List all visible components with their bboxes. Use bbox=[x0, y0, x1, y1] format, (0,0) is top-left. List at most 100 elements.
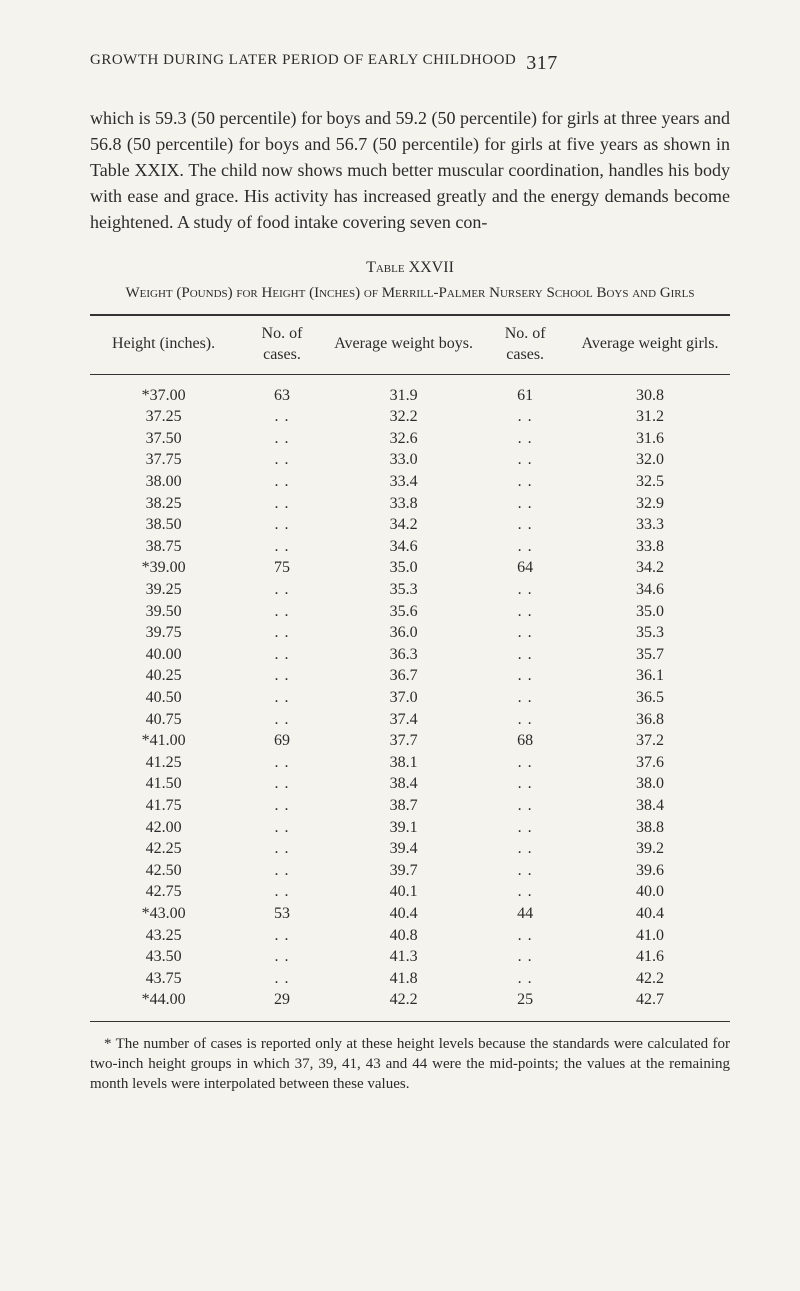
table-row: 43.75. .41.8. .42.2 bbox=[90, 968, 730, 990]
table-cell: 33.0 bbox=[327, 449, 481, 471]
table-row: 42.50. .39.7. .39.6 bbox=[90, 860, 730, 882]
body-paragraph: which is 59.3 (50 percentile) for boys a… bbox=[90, 105, 730, 235]
table-cell: . . bbox=[480, 493, 570, 515]
table-cell: . . bbox=[237, 752, 327, 774]
table-cell: 37.6 bbox=[570, 752, 730, 774]
table-cell: 40.50 bbox=[90, 687, 237, 709]
table-cell: 42.75 bbox=[90, 881, 237, 903]
table-cell: 38.25 bbox=[90, 493, 237, 515]
table-cell: 35.3 bbox=[570, 622, 730, 644]
table-cell: . . bbox=[480, 428, 570, 450]
table-cell: 35.6 bbox=[327, 601, 481, 623]
table-cell: *39.00 bbox=[90, 557, 237, 579]
table-cell: 38.50 bbox=[90, 514, 237, 536]
table-cell: 39.75 bbox=[90, 622, 237, 644]
table-cell: . . bbox=[237, 665, 327, 687]
table-cell: 34.2 bbox=[327, 514, 481, 536]
table-cell: 41.50 bbox=[90, 773, 237, 795]
table-cell: 32.9 bbox=[570, 493, 730, 515]
table-cell: 33.4 bbox=[327, 471, 481, 493]
table-cell: 40.0 bbox=[570, 881, 730, 903]
table-cell: . . bbox=[237, 881, 327, 903]
table-cell: . . bbox=[237, 471, 327, 493]
table-cell: 38.75 bbox=[90, 536, 237, 558]
table-cell: . . bbox=[480, 817, 570, 839]
table-row: *39.007535.06434.2 bbox=[90, 557, 730, 579]
table-cell: 31.2 bbox=[570, 406, 730, 428]
table-cell: . . bbox=[480, 860, 570, 882]
table-cell: . . bbox=[237, 601, 327, 623]
table-cell: . . bbox=[237, 514, 327, 536]
col-header-avg-weight-girls: Average weight girls. bbox=[570, 315, 730, 374]
table-cell: 42.25 bbox=[90, 838, 237, 860]
table-cell: 38.00 bbox=[90, 471, 237, 493]
table-cell: 36.5 bbox=[570, 687, 730, 709]
table-cell: 34.6 bbox=[327, 536, 481, 558]
table-cell: . . bbox=[237, 860, 327, 882]
table-cell: 37.50 bbox=[90, 428, 237, 450]
running-header: GROWTH DURING LATER PERIOD OF EARLY CHIL… bbox=[90, 50, 730, 77]
table-cell: 41.3 bbox=[327, 946, 481, 968]
table-cell: 37.75 bbox=[90, 449, 237, 471]
table-cell: 35.7 bbox=[570, 644, 730, 666]
table-cell: . . bbox=[237, 817, 327, 839]
table-cell: . . bbox=[480, 579, 570, 601]
table-cell: 40.75 bbox=[90, 709, 237, 731]
table-cell: . . bbox=[480, 881, 570, 903]
table-cell: *37.00 bbox=[90, 374, 237, 406]
table-cell: 63 bbox=[237, 374, 327, 406]
table-row: 37.75. .33.0. .32.0 bbox=[90, 449, 730, 471]
table-row: 41.50. .38.4. .38.0 bbox=[90, 773, 730, 795]
table-cell: . . bbox=[480, 752, 570, 774]
col-header-no-cases-girls: No. of cases. bbox=[480, 315, 570, 374]
table-cell: 29 bbox=[237, 989, 327, 1021]
table-cell: *43.00 bbox=[90, 903, 237, 925]
table-cell: 61 bbox=[480, 374, 570, 406]
table-cell: 34.2 bbox=[570, 557, 730, 579]
table-cell: 37.4 bbox=[327, 709, 481, 731]
table-row: 41.25. .38.1. .37.6 bbox=[90, 752, 730, 774]
table-cell: . . bbox=[480, 665, 570, 687]
table-cell: 34.6 bbox=[570, 579, 730, 601]
table-cell: . . bbox=[237, 795, 327, 817]
table-cell: 31.6 bbox=[570, 428, 730, 450]
table-cell: . . bbox=[237, 493, 327, 515]
table-row: *41.006937.76837.2 bbox=[90, 730, 730, 752]
table-cell: 43.75 bbox=[90, 968, 237, 990]
table-cell: 43.25 bbox=[90, 925, 237, 947]
table-cell: 43.50 bbox=[90, 946, 237, 968]
table-cell: *44.00 bbox=[90, 989, 237, 1021]
table-cell: . . bbox=[480, 449, 570, 471]
table-cell: 42.7 bbox=[570, 989, 730, 1021]
table-cell: . . bbox=[237, 946, 327, 968]
table-row: 39.50. .35.6. .35.0 bbox=[90, 601, 730, 623]
table-row: 38.25. .33.8. .32.9 bbox=[90, 493, 730, 515]
table-row: 40.75. .37.4. .36.8 bbox=[90, 709, 730, 731]
table-footnote: * The number of cases is reported only a… bbox=[90, 1034, 730, 1095]
table-cell: . . bbox=[480, 471, 570, 493]
table-cell: 35.0 bbox=[570, 601, 730, 623]
table-cell: 33.8 bbox=[570, 536, 730, 558]
table-cell: 37.7 bbox=[327, 730, 481, 752]
table-cell: 32.0 bbox=[570, 449, 730, 471]
table-cell: . . bbox=[480, 644, 570, 666]
table-row: 39.25. .35.3. .34.6 bbox=[90, 579, 730, 601]
table-cell: 42.50 bbox=[90, 860, 237, 882]
table-row: *37.006331.96130.8 bbox=[90, 374, 730, 406]
table-cell: 38.4 bbox=[327, 773, 481, 795]
table-cell: 38.7 bbox=[327, 795, 481, 817]
table-cell: . . bbox=[480, 773, 570, 795]
table-cell: 75 bbox=[237, 557, 327, 579]
table-cell: 37.25 bbox=[90, 406, 237, 428]
table-cell: 35.0 bbox=[327, 557, 481, 579]
table-cell: . . bbox=[237, 773, 327, 795]
table-cell: 36.1 bbox=[570, 665, 730, 687]
table-row: 42.00. .39.1. .38.8 bbox=[90, 817, 730, 839]
table-cell: . . bbox=[480, 514, 570, 536]
table-row: 38.75. .34.6. .33.8 bbox=[90, 536, 730, 558]
table-cell: . . bbox=[480, 406, 570, 428]
table-cell: . . bbox=[480, 622, 570, 644]
table-cell: 31.9 bbox=[327, 374, 481, 406]
table-cell: 39.1 bbox=[327, 817, 481, 839]
table-cell: . . bbox=[480, 601, 570, 623]
